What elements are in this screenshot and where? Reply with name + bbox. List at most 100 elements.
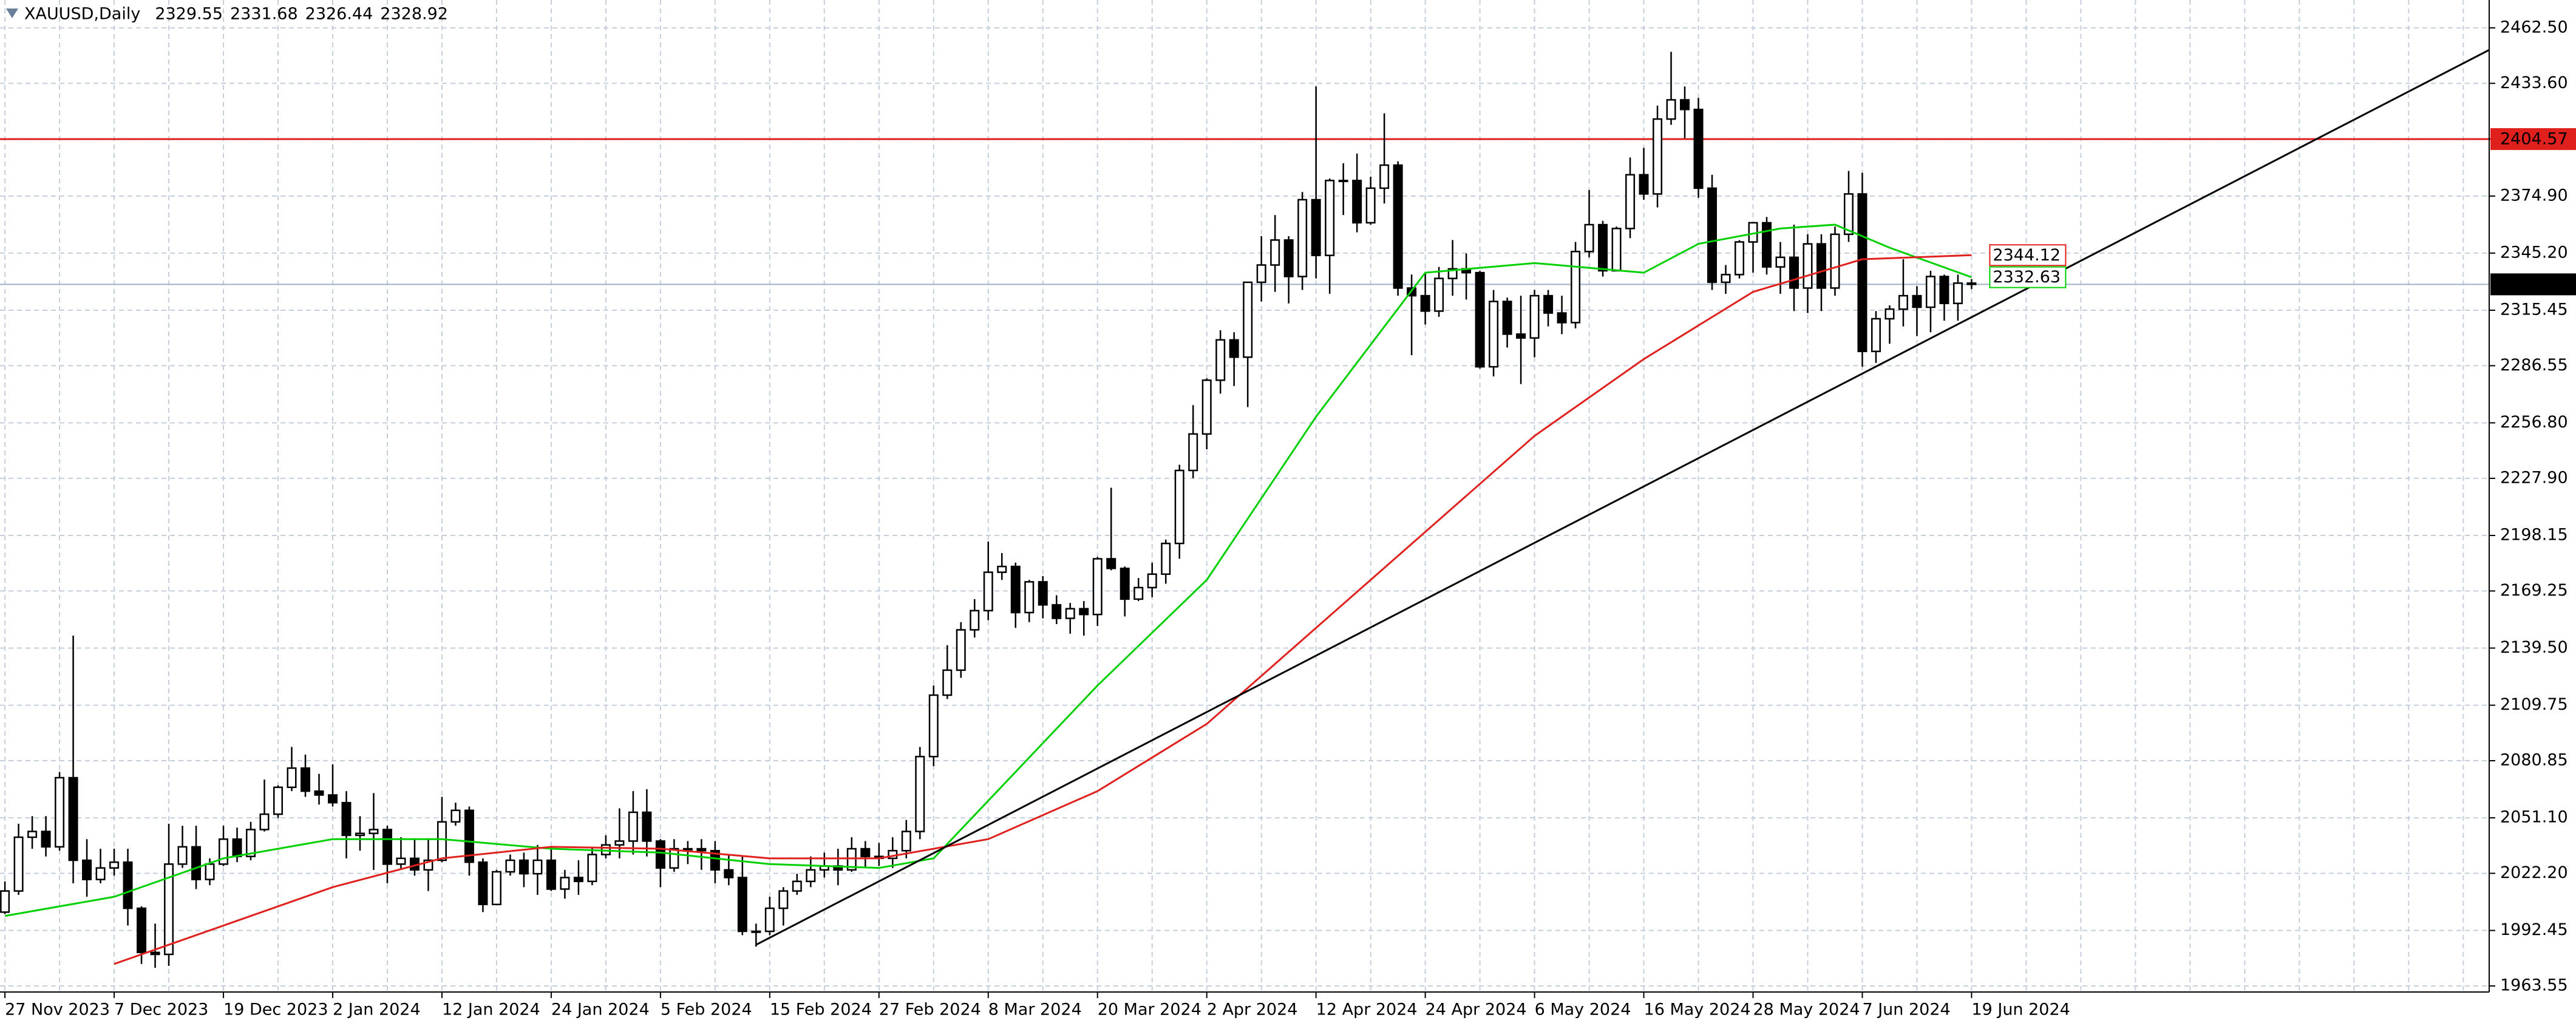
candle-body	[1229, 339, 1239, 358]
ma-label-box	[1989, 266, 2067, 288]
candle-body	[518, 859, 529, 875]
candle-body	[232, 838, 242, 857]
y-tick-label: 2051.10	[2500, 808, 2568, 827]
header-ohlc: 2328.92	[380, 5, 448, 24]
candle-body	[1065, 608, 1075, 619]
y-tick-label: 2315.45	[2500, 300, 2568, 319]
candle-body	[1666, 99, 1676, 120]
candle-body	[1871, 318, 1881, 353]
y-tick-label: 2198.15	[2500, 525, 2568, 544]
candle-body	[1079, 608, 1089, 616]
candle-body	[68, 776, 78, 861]
ma-line	[4, 223, 1972, 917]
candle-body	[246, 829, 256, 857]
marks	[0, 49, 2490, 968]
ma-line	[114, 254, 1972, 965]
candle-body	[491, 871, 501, 906]
y-tick-label: 2080.85	[2500, 751, 2568, 770]
candle-body	[642, 811, 652, 842]
candle-body	[369, 829, 379, 834]
candle-body	[710, 849, 720, 871]
candle-body	[1830, 233, 1840, 289]
x-tick-label: 5 Feb 2024	[661, 1001, 752, 1019]
candle-body	[1052, 604, 1062, 619]
candle-body	[846, 848, 857, 871]
candle-body	[1952, 282, 1963, 305]
x-tick-label: 28 May 2024	[1753, 1001, 1860, 1019]
candle-body	[1270, 239, 1280, 266]
trend-line	[755, 49, 2490, 946]
candle-body	[669, 848, 679, 869]
candle-body	[1434, 277, 1444, 312]
candle-body	[1939, 276, 1949, 305]
y-tick-label: 2109.75	[2500, 695, 2568, 714]
x-tick-label: 27 Nov 2023	[5, 1001, 110, 1019]
candle-body	[1325, 180, 1335, 256]
candle-body	[1201, 379, 1212, 435]
candle-body	[1639, 174, 1649, 195]
candle-body	[1611, 228, 1622, 272]
candle-body	[1311, 199, 1321, 256]
candle-body	[1529, 294, 1540, 339]
candle-body	[737, 877, 747, 933]
candle-body	[573, 877, 583, 883]
candle-body	[123, 861, 133, 909]
candle-body	[942, 669, 953, 696]
x-tick-label: 24 Jan 2024	[551, 1001, 650, 1019]
candle-body	[109, 861, 120, 869]
candle-body	[1215, 339, 1226, 381]
candle-body	[983, 571, 993, 612]
x-tick-label: 27 Feb 2024	[879, 1001, 981, 1019]
x-tick-label: 7 Dec 2023	[114, 1001, 208, 1019]
candle-body	[1283, 239, 1294, 277]
candle-body	[1147, 573, 1157, 589]
x-tick-label: 24 Apr 2024	[1426, 1001, 1527, 1019]
candle-body	[1489, 301, 1499, 368]
header-icon	[6, 8, 18, 18]
candle-body	[724, 869, 734, 878]
candle-body	[327, 794, 338, 804]
candle-body	[1884, 308, 1895, 320]
candle-body	[396, 857, 406, 865]
candle-body	[560, 877, 570, 890]
candle-body	[1174, 469, 1184, 545]
candle-body	[1352, 180, 1362, 224]
candle-body	[860, 848, 871, 857]
candle-body	[1721, 274, 1731, 284]
candle-body	[1803, 243, 1813, 289]
candle-body	[1857, 193, 1867, 353]
candle-body	[505, 859, 515, 873]
candle-body	[1571, 251, 1581, 324]
candle-body	[997, 565, 1007, 573]
candle-body	[1024, 581, 1035, 614]
candle-body	[1420, 294, 1430, 312]
y-tick-label: 2374.90	[2500, 186, 2568, 205]
candle-body	[1188, 433, 1198, 472]
candle-body	[1502, 301, 1512, 335]
candle-body	[1120, 567, 1130, 600]
candle-body	[928, 694, 939, 758]
y-tick-label: 2345.20	[2500, 243, 2568, 262]
candle-body	[341, 801, 352, 837]
candle-body	[55, 776, 65, 848]
candle-body	[464, 809, 474, 863]
y-tick-label: 2286.55	[2500, 356, 2568, 375]
x-tick-label: 7 Jun 2024	[1862, 1001, 1950, 1019]
candle-body	[1653, 118, 1663, 195]
candle-body	[1816, 243, 1826, 289]
level-label: 2404.57	[2500, 130, 2568, 149]
header-ohlc: 2326.44	[305, 5, 373, 24]
candle-body	[1297, 199, 1308, 277]
chart-title: XAUUSD,Daily	[24, 5, 140, 24]
candle-body	[1161, 542, 1171, 575]
candle-body	[1038, 581, 1048, 606]
y-tick-label: 1992.45	[2500, 920, 2568, 939]
candle-body	[1735, 241, 1745, 276]
candle-body	[1898, 294, 1908, 310]
y-tick-label: 2022.20	[2500, 863, 2568, 882]
candle-body	[1365, 187, 1376, 224]
candle-body	[587, 854, 597, 883]
candle-body	[137, 907, 147, 954]
